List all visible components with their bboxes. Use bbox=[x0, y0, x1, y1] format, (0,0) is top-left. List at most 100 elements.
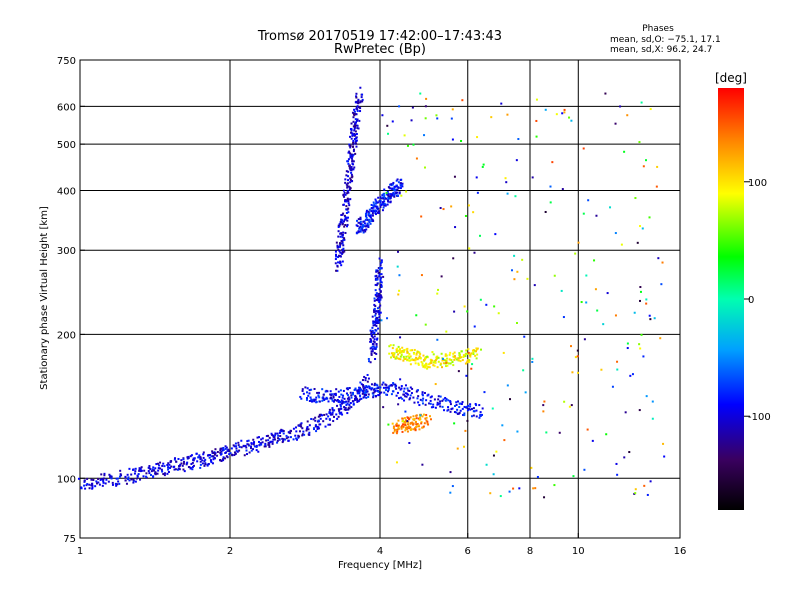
data-point bbox=[358, 226, 361, 229]
data-point bbox=[318, 415, 321, 418]
data-point bbox=[331, 413, 334, 416]
data-point bbox=[374, 321, 377, 324]
data-point bbox=[357, 400, 360, 403]
data-point bbox=[359, 220, 362, 223]
data-point bbox=[577, 241, 580, 244]
data-point bbox=[377, 267, 380, 270]
data-point bbox=[481, 407, 484, 410]
data-point bbox=[334, 262, 337, 265]
data-point bbox=[362, 387, 365, 390]
data-point bbox=[361, 379, 364, 382]
data-point bbox=[433, 398, 436, 401]
data-point bbox=[151, 468, 154, 471]
data-point bbox=[474, 354, 477, 357]
data-point bbox=[545, 431, 548, 434]
data-point bbox=[383, 200, 386, 203]
data-point bbox=[389, 193, 392, 196]
y-tick-label: 75 bbox=[63, 534, 76, 545]
data-point bbox=[137, 473, 140, 476]
data-point bbox=[332, 420, 335, 423]
data-point bbox=[352, 148, 355, 151]
data-point bbox=[336, 404, 339, 407]
data-point bbox=[336, 265, 339, 268]
data-point bbox=[502, 351, 505, 354]
data-point bbox=[462, 354, 465, 357]
data-point bbox=[535, 119, 538, 122]
data-point bbox=[219, 459, 222, 462]
data-point bbox=[442, 362, 445, 365]
chart-title: Tromsø 20170519 17:42:00–17:43:43 bbox=[257, 29, 502, 44]
data-point bbox=[104, 482, 107, 485]
data-point bbox=[363, 229, 366, 232]
data-point bbox=[377, 271, 380, 274]
data-point bbox=[306, 425, 309, 428]
data-point bbox=[313, 387, 316, 390]
data-point bbox=[167, 470, 170, 473]
data-point bbox=[201, 459, 204, 462]
data-point bbox=[411, 349, 414, 352]
data-point bbox=[346, 186, 349, 189]
data-point bbox=[349, 402, 352, 405]
data-point bbox=[268, 444, 271, 447]
data-point bbox=[361, 226, 364, 229]
data-point bbox=[193, 457, 196, 460]
data-point bbox=[322, 397, 325, 400]
data-point bbox=[235, 449, 238, 452]
data-point bbox=[361, 392, 364, 395]
data-point bbox=[357, 392, 360, 395]
data-point bbox=[421, 362, 424, 365]
data-point bbox=[354, 398, 357, 401]
data-point bbox=[373, 384, 376, 387]
data-point bbox=[210, 461, 213, 464]
data-point bbox=[385, 197, 388, 200]
data-point bbox=[355, 96, 358, 99]
data-point bbox=[360, 397, 363, 400]
data-point bbox=[350, 396, 353, 399]
data-point bbox=[107, 480, 110, 483]
data-point bbox=[355, 106, 358, 109]
data-point bbox=[344, 408, 347, 411]
data-point bbox=[406, 423, 409, 426]
data-point bbox=[424, 417, 427, 420]
data-point bbox=[419, 352, 422, 355]
data-point bbox=[365, 391, 368, 394]
data-point bbox=[233, 454, 236, 457]
data-point bbox=[116, 477, 119, 480]
data-point bbox=[399, 378, 402, 381]
data-point bbox=[351, 134, 354, 137]
data-point bbox=[392, 390, 395, 393]
data-point bbox=[140, 469, 143, 472]
data-point bbox=[562, 316, 565, 319]
data-point bbox=[423, 392, 426, 395]
data-point bbox=[348, 403, 351, 406]
data-point bbox=[374, 314, 377, 317]
data-point bbox=[292, 438, 295, 441]
data-point bbox=[376, 337, 379, 340]
data-point bbox=[455, 403, 458, 406]
data-point bbox=[109, 474, 112, 477]
data-point bbox=[362, 389, 365, 392]
data-point bbox=[317, 426, 320, 429]
data-point bbox=[95, 482, 98, 485]
data-point bbox=[354, 130, 357, 133]
data-point bbox=[119, 469, 122, 472]
data-point bbox=[370, 218, 373, 221]
data-point bbox=[468, 247, 471, 250]
data-point bbox=[227, 450, 230, 453]
data-point bbox=[155, 472, 158, 475]
data-point bbox=[303, 433, 306, 436]
data-point bbox=[444, 359, 447, 362]
data-point bbox=[417, 357, 420, 360]
data-point bbox=[593, 259, 596, 262]
data-point bbox=[243, 454, 246, 457]
data-point bbox=[352, 120, 355, 123]
data-point bbox=[314, 424, 317, 427]
data-point bbox=[428, 366, 431, 369]
data-point bbox=[214, 457, 217, 460]
data-point bbox=[328, 412, 331, 415]
data-point bbox=[414, 428, 417, 431]
data-point bbox=[361, 223, 364, 226]
data-point bbox=[387, 197, 390, 200]
data-point bbox=[342, 247, 345, 250]
x-tick-label: 6 bbox=[465, 546, 471, 557]
